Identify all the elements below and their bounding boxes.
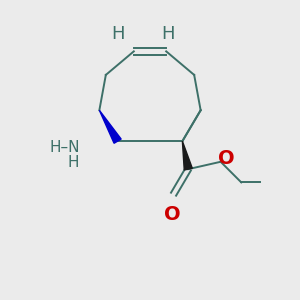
Text: O: O [164,206,180,224]
Polygon shape [182,141,192,170]
Polygon shape [99,110,121,143]
Text: O: O [218,149,234,168]
Text: H: H [161,25,174,43]
Text: H: H [68,155,79,170]
Text: H–N: H–N [50,140,80,154]
Text: H: H [111,25,124,43]
